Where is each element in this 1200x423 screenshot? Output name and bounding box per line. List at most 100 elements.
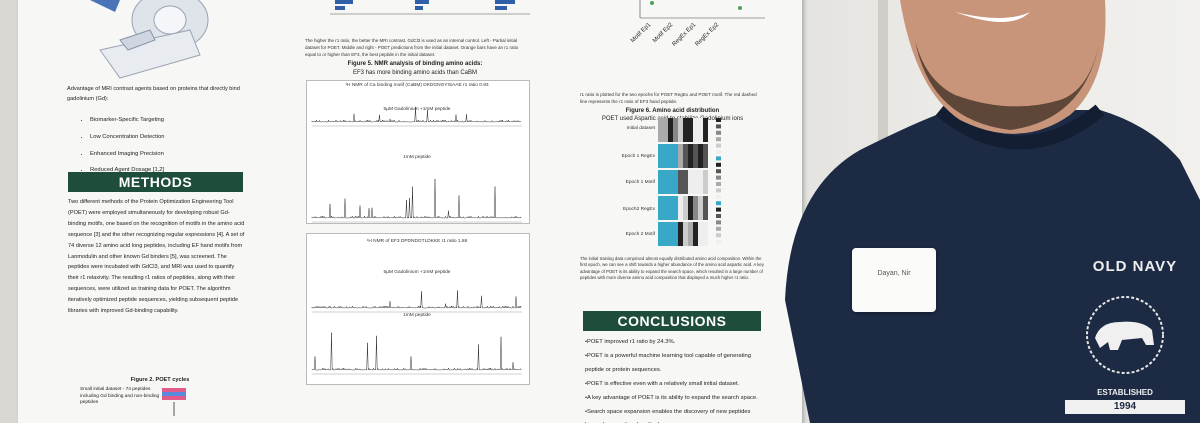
scatter-fragment: [639, 0, 765, 19]
figure-note: Small initial dataset - 74 peptides incl…: [80, 387, 160, 406]
heatmap-cell: [693, 222, 698, 246]
bullet: Low Concentration Detection: [90, 129, 270, 146]
nmr-panel: [306, 233, 530, 385]
bar-chart-fragment: [330, 0, 530, 15]
heatmap-cell: [683, 118, 688, 142]
bullet: •Search space expansion enables the disc…: [585, 408, 751, 423]
person: [785, 0, 1200, 423]
heatmap-cell: [658, 118, 663, 142]
heatmap-cell: [703, 170, 708, 194]
heatmap-cell: [658, 196, 663, 220]
mri-illustration: [90, 0, 209, 79]
trace-label: 1mM peptide: [403, 155, 431, 160]
heatmap-cell: [668, 118, 673, 142]
bullet: •A key advantage of POET is its ability …: [585, 394, 758, 401]
heatmap-cell: [683, 170, 688, 194]
heatmap: [658, 118, 721, 246]
bullet: Reduced Agent Dosage [1,2]: [90, 162, 270, 179]
legend-swatch: [716, 130, 721, 135]
legend-swatch: [716, 162, 721, 167]
spectrum-trace: [311, 332, 522, 371]
legend-swatch: [716, 226, 721, 231]
heatmap-cell: [663, 144, 668, 168]
heatmap-cell: [703, 118, 708, 142]
heatmap-cell: [678, 222, 683, 246]
heatmap-cell: [673, 222, 678, 246]
heatmap-cell: [688, 144, 693, 168]
heatmap-cell: [663, 170, 668, 194]
heatmap-cell: [698, 222, 703, 246]
heatmap-cell: [668, 170, 673, 194]
intro-text: Advantage of MRI contrast agents based o…: [67, 86, 240, 102]
row-label: Initial dataset: [626, 126, 655, 131]
row-label: Epoch2 RegEx: [623, 207, 655, 212]
bullet: Biomarker-Specific Targeting: [90, 112, 270, 129]
trace-label: 5µM Gadolinium +1mM peptide: [383, 270, 451, 275]
row-label: Epoch 1 RegEx: [621, 154, 655, 159]
intro-bullets: Biomarker-Specific Targeting Low Concent…: [68, 112, 270, 179]
shirt-text: ESTABLISHED: [1097, 388, 1153, 397]
name-text: Dayan, Nir: [877, 270, 911, 277]
heatmap-cell: [678, 118, 683, 142]
heatmap-cell: [663, 196, 668, 220]
heatmap-cell: [673, 170, 678, 194]
heatmap-cell: [683, 196, 688, 220]
heatmap-cell: [703, 144, 708, 168]
legend-swatch: [716, 220, 721, 225]
heatmap-cell: [693, 118, 698, 142]
heatmap-cell: [678, 144, 683, 168]
heatmap-cell: [683, 144, 688, 168]
heatmap-cell: [663, 222, 668, 246]
bullet: •POET is effective even with a relativel…: [585, 380, 740, 387]
legend-swatch: [716, 175, 721, 180]
heatmap-cell: [688, 196, 693, 220]
heatmap-cell: [698, 144, 703, 168]
heatmap-cell: [668, 222, 673, 246]
heatmap-cell: [668, 144, 673, 168]
heatmap-cell: [663, 118, 668, 142]
heatmap-cell: [693, 144, 698, 168]
legend-swatch: [716, 188, 721, 193]
heatmap-cell: [688, 170, 693, 194]
legend-swatch: [716, 169, 721, 174]
heatmap-cell: [703, 196, 708, 220]
figure-title: Figure 5. NMR analysis of binding amino …: [347, 61, 483, 67]
heatmap-cell: [673, 118, 678, 142]
heatmap-cell: [683, 222, 688, 246]
legend-swatch: [716, 137, 721, 142]
legend-swatch: [716, 182, 721, 186]
heatmap-cell: [673, 144, 678, 168]
heatmap-cell: [668, 196, 673, 220]
row-label: Epoch 1 Motif: [625, 180, 655, 185]
heatmap-cell: [658, 144, 663, 168]
heatmap-cell: [678, 170, 683, 194]
heatmap-cell: [673, 196, 678, 220]
legend-swatch: [716, 239, 721, 244]
figure-title: Figure 6. Amino acid distribution: [625, 108, 720, 114]
trace-label: 5µM Gadolinium +1mM peptide: [383, 107, 451, 112]
legend-swatch: [716, 118, 721, 122]
legend-swatch: [716, 150, 721, 154]
legend-swatch: [716, 143, 721, 148]
trace-label: 1mM peptide: [403, 313, 431, 318]
methods-text: Two different methods of the Protein Opt…: [68, 199, 245, 315]
peptide-icon: [162, 388, 186, 416]
shirt-text: 1994: [1113, 401, 1137, 412]
bullet: •POET is a powerful machine learning too…: [585, 352, 751, 373]
legend-swatch: [716, 214, 721, 218]
spectrum-trace: [311, 106, 522, 123]
heatmap-cell: [688, 118, 693, 142]
legend-swatch: [716, 194, 721, 199]
bullet: Enhanced Imaging Precision: [90, 146, 270, 163]
panel-label: ¹H NMR of EF3 DPDNDGTLDKKE r1 ratio 1.86: [366, 239, 468, 244]
figure-caption: Figure 2. POET cycles: [130, 377, 190, 383]
figure-text: The initial training data comprised almo…: [580, 256, 764, 281]
conclusions-list: •POET improved r1 ratio by 24.3%. •POET …: [585, 336, 765, 423]
heatmap-cell: [688, 222, 693, 246]
bullet: •POET improved r1 ratio by 24.3%.: [585, 339, 676, 345]
figure-subtitle: EF3 has more binding amino acids than Ca…: [352, 70, 478, 76]
spectrum-trace: [311, 178, 522, 219]
heatmap-cell: [658, 170, 663, 194]
shirt-logo: OLD NAVY: [1092, 258, 1178, 275]
heatmap-cell: [678, 196, 683, 220]
